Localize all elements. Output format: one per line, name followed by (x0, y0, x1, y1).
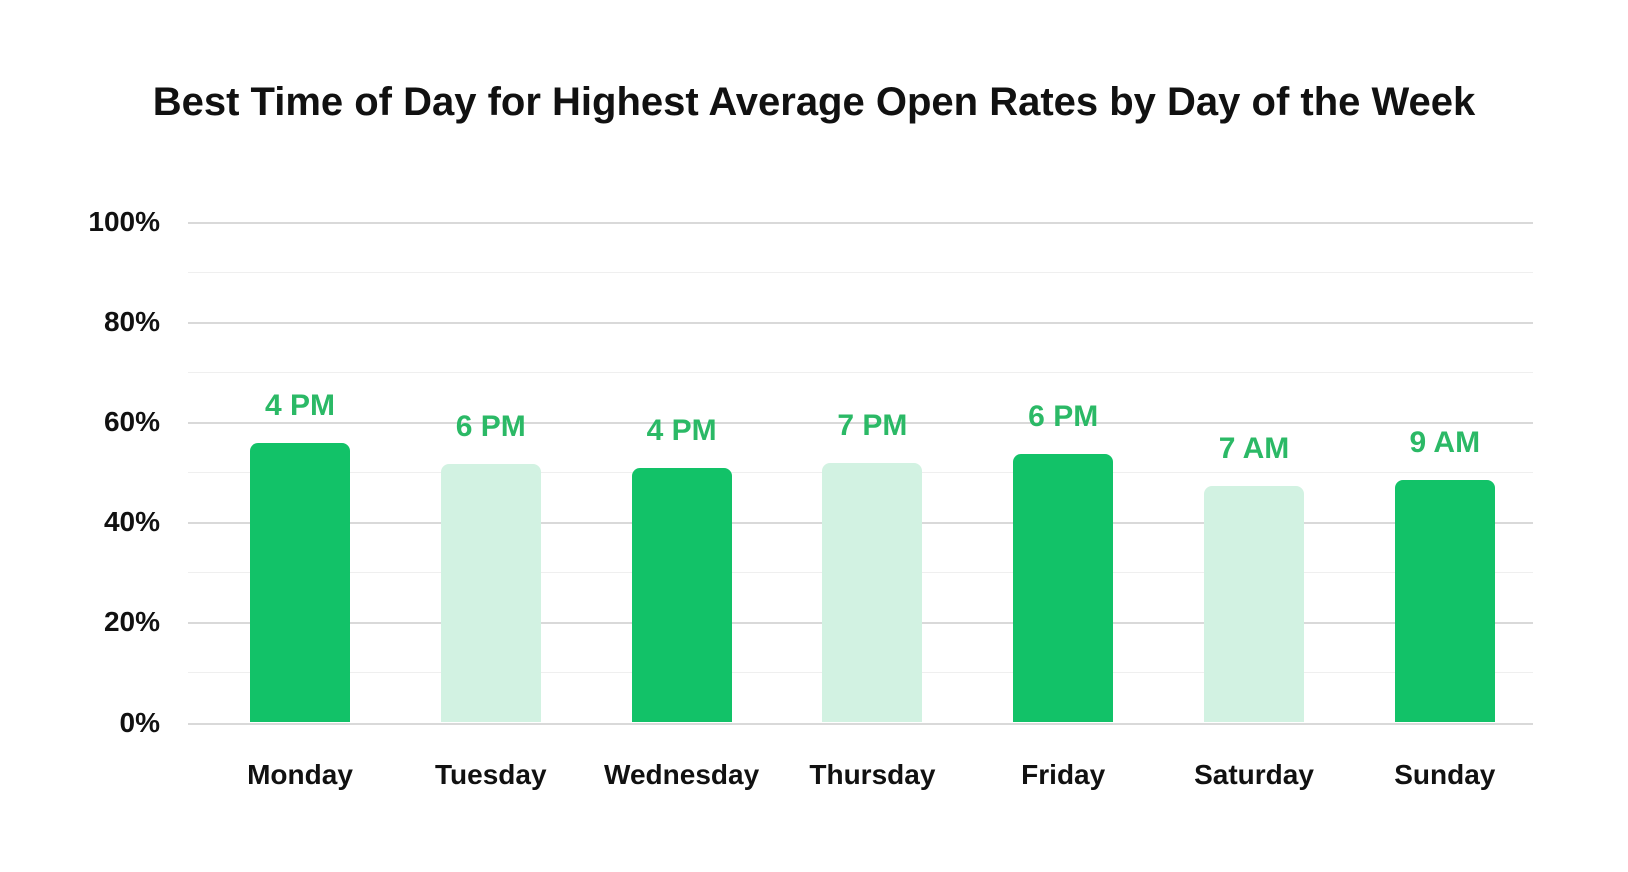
y-axis-tick-label: 40% (103, 506, 160, 538)
y-axis-tick-label: 0% (119, 706, 160, 738)
major-gridline (188, 722, 1533, 725)
x-axis-label-friday: Friday (1021, 759, 1106, 790)
bar-value-label-saturday: 7 AM (1218, 431, 1290, 465)
bar-wednesday (631, 467, 732, 723)
y-axis-tick-label: 20% (103, 606, 160, 638)
y-axis-tick-label: 100% (88, 206, 160, 237)
y-axis-tick-label: 60% (103, 406, 160, 438)
bar-friday (1013, 454, 1114, 723)
chart-title: Best Time of Day for Highest Average Ope… (152, 80, 1476, 124)
bar-value-label-tuesday: 6 PM (455, 409, 526, 443)
bar-value-label-thursday: 7 PM (837, 408, 908, 442)
minor-gridline (188, 372, 1533, 374)
x-axis-label-tuesday: Tuesday (435, 759, 547, 790)
minor-gridline (188, 272, 1533, 274)
x-axis-label-saturday: Saturday (1194, 759, 1314, 790)
bar-value-label-sunday: 9 AM (1409, 425, 1481, 459)
major-gridline (188, 322, 1533, 325)
bar-value-label-wednesday: 4 PM (646, 413, 717, 447)
y-axis-tick-label: 80% (103, 306, 160, 338)
x-axis-label-monday: Monday (247, 759, 353, 790)
bar-tuesday (440, 463, 541, 723)
major-gridline (188, 422, 1533, 425)
bar-thursday (822, 462, 923, 723)
x-axis-label-wednesday: Wednesday (604, 759, 760, 790)
bar-sunday (1394, 479, 1495, 723)
x-axis-label-sunday: Sunday (1394, 759, 1496, 790)
major-gridline (188, 222, 1533, 224)
bar-value-label-friday: 6 PM (1028, 400, 1099, 434)
x-axis-label-thursday: Thursday (809, 759, 936, 790)
bar-monday (250, 443, 350, 723)
bar-saturday (1204, 485, 1304, 723)
bar-value-label-monday: 4 PM (264, 389, 336, 423)
